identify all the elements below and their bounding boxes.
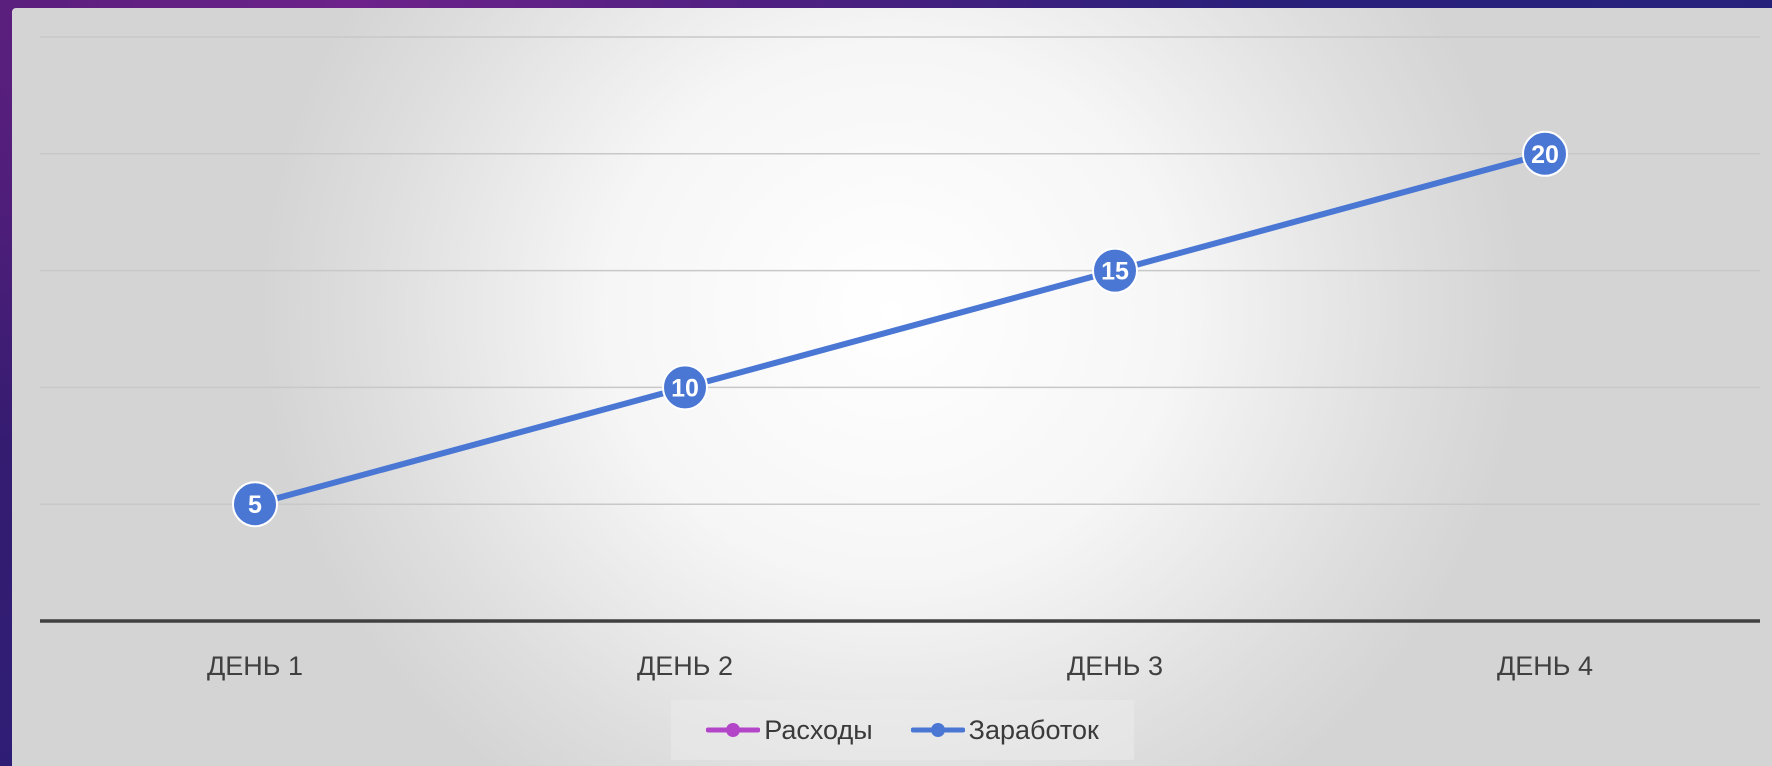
legend-item-earnings[interactable]: Заработок (910, 714, 1099, 746)
x-tick-label: ДЕНЬ 2 (637, 651, 733, 681)
line-chart: 5 10 15 20 ДЕНЬ 1 ДЕНЬ 2 ДЕНЬ 3 ДЕНЬ 4 (40, 36, 1760, 681)
data-label: 20 (1531, 141, 1559, 169)
series-line-1: 5 10 15 20 (232, 130, 1568, 528)
chart-panel: 5 10 15 20 ДЕНЬ 1 ДЕНЬ 2 ДЕНЬ 3 ДЕНЬ 4 Расходы… (12, 8, 1772, 766)
data-label: 15 (1101, 258, 1129, 286)
x-tick-labels: ДЕНЬ 1 ДЕНЬ 2 ДЕНЬ 3 ДЕНЬ 4 (207, 651, 1593, 681)
data-point[interactable] (232, 481, 278, 528)
gridlines (40, 36, 1760, 505)
x-tick-label: ДЕНЬ 1 (207, 651, 303, 681)
series-line (252, 150, 1548, 508)
x-tick-label: ДЕНЬ 4 (1497, 651, 1593, 681)
data-label: 5 (248, 491, 262, 519)
legend: Расходы Заработок (671, 700, 1134, 760)
x-tick-label: ДЕНЬ 3 (1067, 651, 1163, 681)
data-label: 10 (671, 374, 699, 402)
data-point[interactable] (1092, 247, 1138, 294)
legend-item-expenses[interactable]: Расходы (706, 714, 873, 746)
data-point[interactable] (662, 364, 708, 411)
legend-line-marker-icon (706, 723, 761, 737)
data-point[interactable] (1522, 130, 1568, 177)
legend-label: Расходы (764, 714, 873, 745)
legend-line-marker-icon (910, 723, 965, 737)
series-layer: 5 10 15 20 (232, 130, 1568, 528)
legend-label: Заработок (968, 714, 1099, 745)
